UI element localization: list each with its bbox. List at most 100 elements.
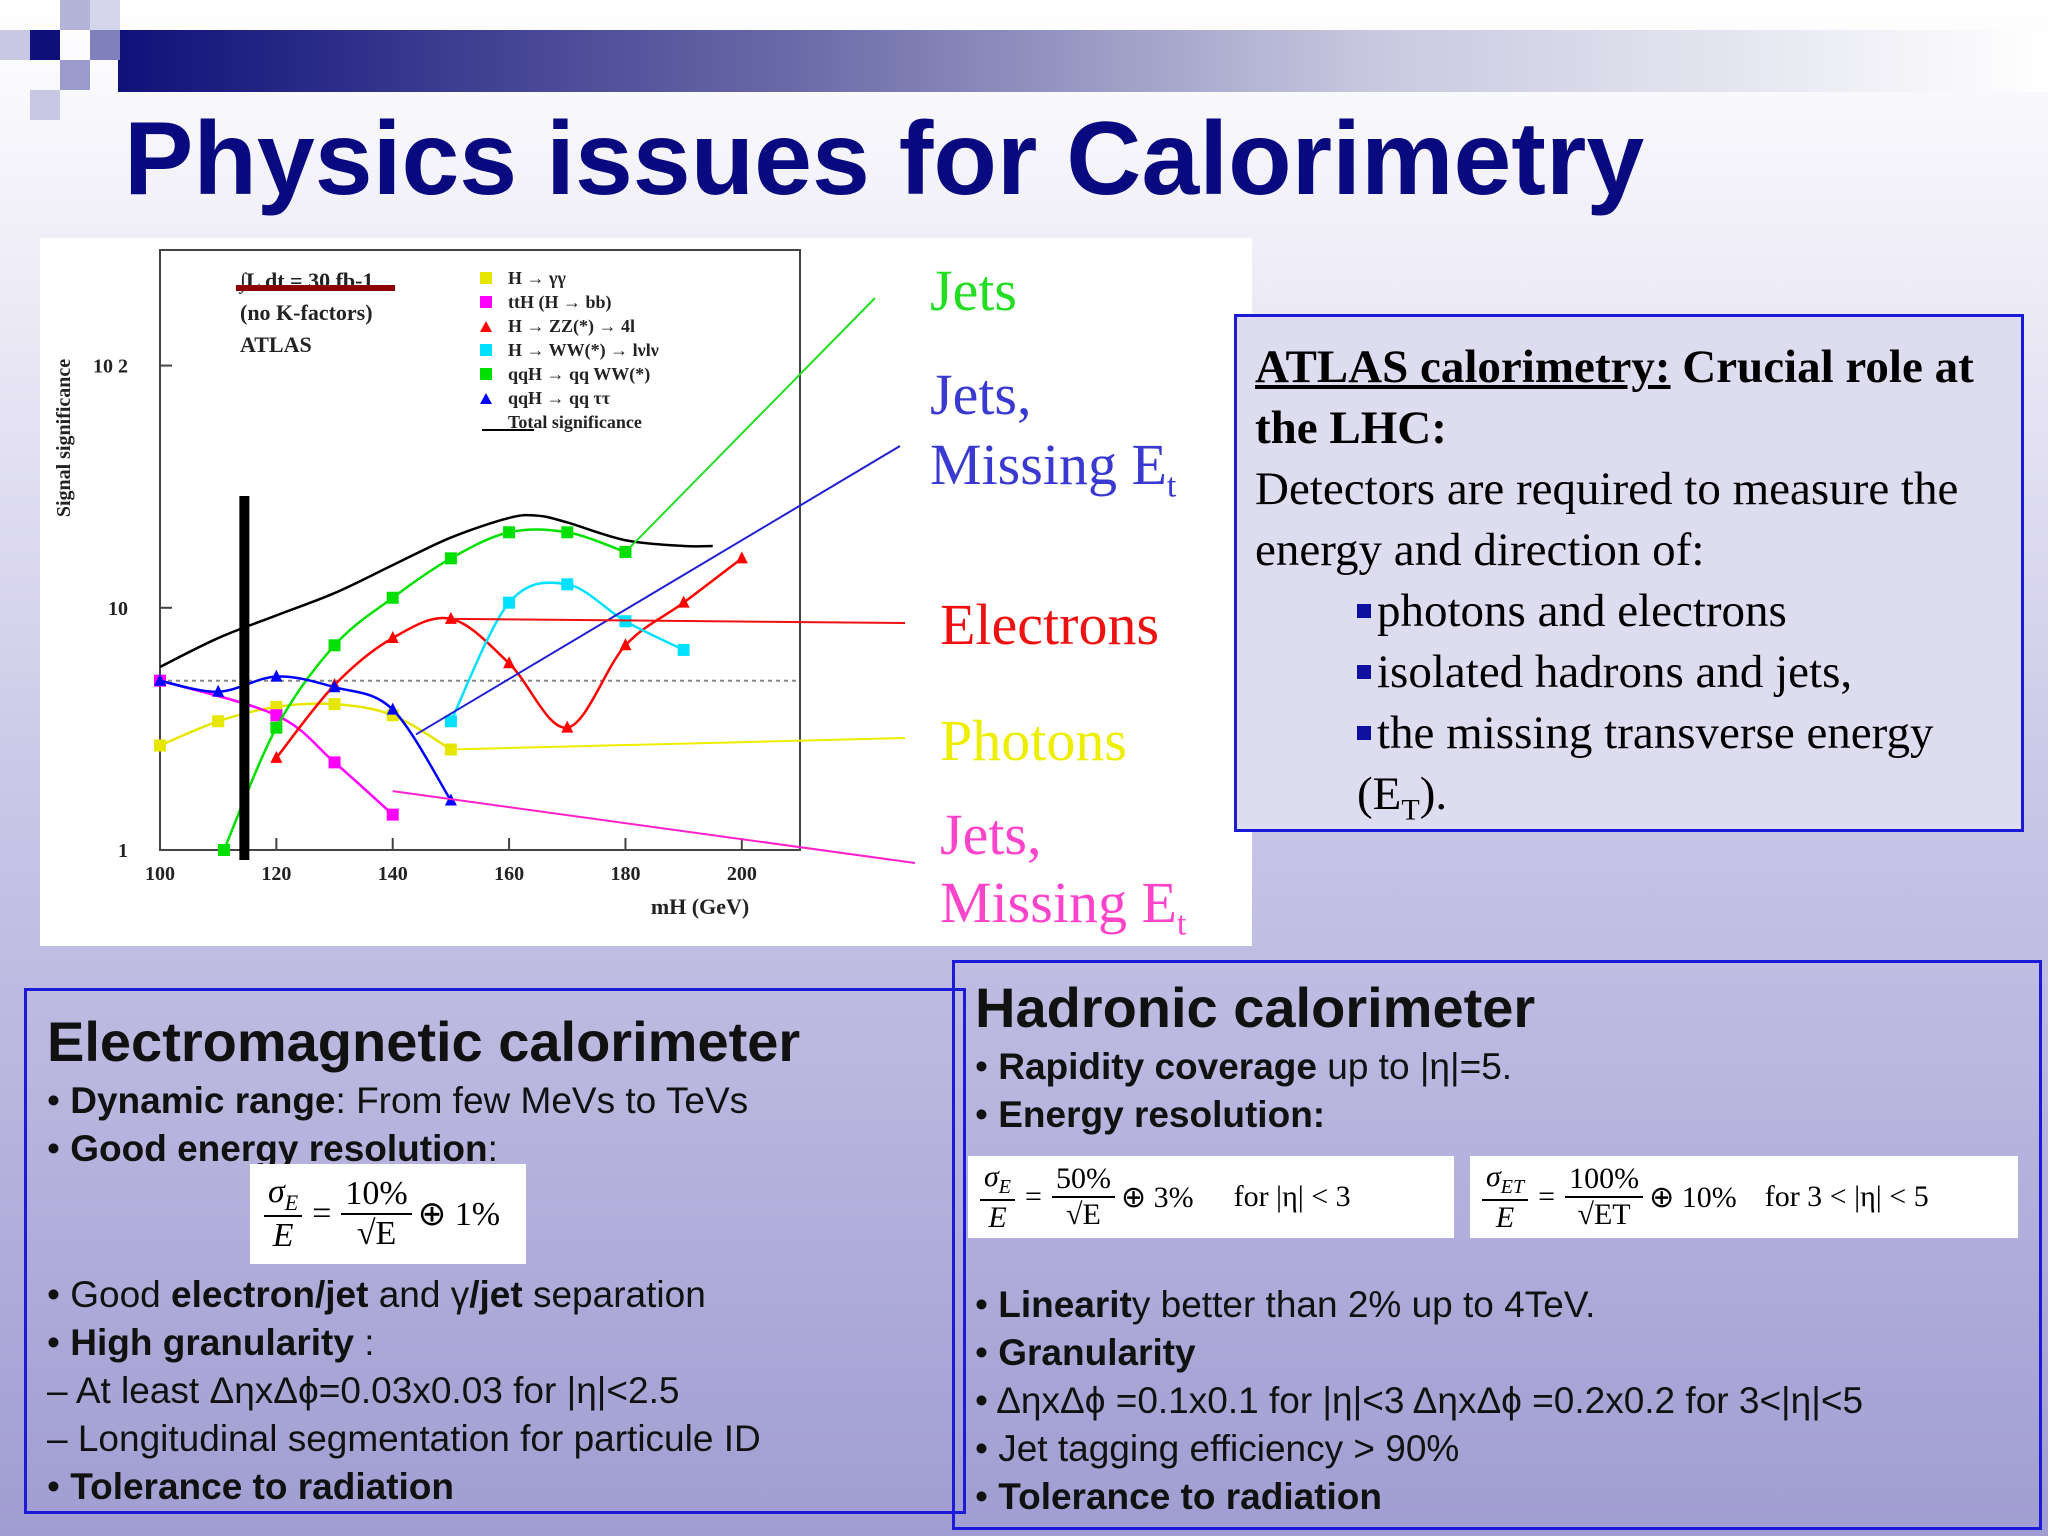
formula-cond: for 3 < |η| < 5 <box>1764 1180 1929 1213</box>
pointer-line <box>415 445 901 736</box>
formula-fraction: 50% √E <box>1051 1162 1115 1232</box>
x-tick-label: 180 <box>610 863 640 885</box>
had-bold: Rapidity coverage <box>998 1046 1317 1087</box>
missing-et-text: Missing E <box>930 432 1167 497</box>
data-point <box>218 844 230 856</box>
had-bullet: • Jet tagging efficiency > 90% <box>975 1428 1460 1469</box>
atlas-bullet: isolated hadrons and jets, <box>1255 642 2003 703</box>
data-point <box>444 743 457 756</box>
em-bold: Good energy resolution <box>70 1128 488 1169</box>
data-point <box>270 750 283 763</box>
formula-sigma: σ <box>984 1159 999 1193</box>
series-line <box>449 581 685 722</box>
atlas-heading-underlined: ATLAS calorimetry: <box>1255 341 1671 393</box>
formula-num: 10% <box>341 1175 412 1215</box>
data-point <box>561 526 574 539</box>
em-bold: Dynamic range <box>70 1080 336 1121</box>
formula-den: √E <box>1066 1198 1101 1231</box>
formula-fraction: 10% √E <box>341 1175 412 1253</box>
atlas-bullet-text: the missing transverse energy <box>1377 707 1934 759</box>
legend-label: H → WW(*) → lνlν <box>508 340 659 361</box>
plot-frame <box>159 249 801 851</box>
data-point <box>328 756 341 769</box>
data-point <box>386 631 399 644</box>
data-point <box>270 669 283 682</box>
formula-den: √E <box>356 1215 397 1252</box>
x-tick-label: 120 <box>261 863 291 885</box>
formula-fraction: σE E <box>264 1172 303 1256</box>
corner-square <box>0 30 30 60</box>
data-point <box>561 578 574 591</box>
formula-sigma: σ <box>1486 1159 1501 1193</box>
atlas-bullet-text: photons and electrons <box>1377 585 1787 637</box>
em-bold: /jet <box>469 1274 523 1315</box>
data-point <box>386 702 399 715</box>
had-text: Jet tagging efficiency > 90% <box>998 1428 1460 1469</box>
data-point <box>328 639 341 652</box>
had-bold: Granularity <box>998 1332 1196 1373</box>
corner-square <box>30 30 60 60</box>
pointer-line <box>392 790 916 864</box>
chart-annotation: ATLAS <box>240 332 312 357</box>
em-resolution-formula: σE E = 10% √E ⊕ 1% <box>250 1164 526 1264</box>
y-axis-label: Signal significance <box>53 359 75 517</box>
legend-swatch <box>480 321 492 332</box>
had-bullet: • Energy resolution: <box>975 1094 1326 1135</box>
data-point <box>328 680 341 693</box>
data-point <box>386 808 399 821</box>
pointer-line <box>624 297 876 553</box>
atlas-heading-rest: Crucial role at the LHC: <box>1255 341 1974 454</box>
data-point <box>154 673 166 686</box>
em-bold: electron/jet <box>171 1274 369 1315</box>
had-heading: Hadronic calorimeter <box>975 976 1536 1039</box>
formula-den: E <box>988 1200 1007 1234</box>
had-bullet: • ΔηxΔϕ =0.1x0.1 for |η|<3 ΔηxΔϕ =0.2x0.… <box>975 1380 1864 1421</box>
formula-num: 100% <box>1565 1162 1644 1198</box>
data-point <box>561 720 574 733</box>
corner-square <box>60 0 90 30</box>
label-jets: Jets <box>930 258 1017 323</box>
formula-tail: ⊕ 1% <box>417 1196 501 1233</box>
header-gradient-bar <box>118 30 2048 92</box>
em-bullet: • Good energy resolution: <box>47 1128 498 1169</box>
corner-square <box>60 60 90 90</box>
legend-swatch <box>480 393 492 404</box>
hadronic-calorimeter-box: Hadronic calorimeter • Rapidity coverage… <box>952 960 2042 1530</box>
legend-swatch <box>480 368 492 380</box>
had-bullet: • Rapidity coverage up to |η|=5. <box>975 1046 1513 1087</box>
label-jets-met-2: Jets, <box>940 802 1042 867</box>
em-text: separation <box>522 1274 706 1315</box>
formula-tail: ⊕ 3% <box>1120 1180 1194 1214</box>
legend-swatch <box>480 344 492 356</box>
legend-label: qqH → qq ττ <box>508 388 611 408</box>
data-point <box>444 552 457 565</box>
data-point <box>735 551 748 564</box>
series-line <box>159 679 394 816</box>
had-text: ΔηxΔϕ =0.1x0.1 for |η|<3 ΔηxΔϕ =0.2x0.2 … <box>996 1380 1864 1421</box>
corner-square <box>90 30 120 60</box>
data-point <box>503 526 516 539</box>
formula-fraction: σET E <box>1482 1159 1529 1235</box>
em-calorimeter-box: Electromagnetic calorimeter • Dynamic ra… <box>24 988 966 1514</box>
square-bullet-icon <box>1357 726 1371 740</box>
atlas-heading: ATLAS calorimetry: Crucial role at the L… <box>1255 337 2003 459</box>
em-bullet: • High granularity : <box>47 1322 375 1363</box>
legend-label: H → γγ <box>508 268 566 288</box>
em-text: and γ <box>368 1274 470 1315</box>
had-text: y better than 2% up to 4TeV. <box>1131 1284 1596 1325</box>
formula-cond: for |η| < 3 <box>1233 1180 1351 1213</box>
formula-sigma: σ <box>268 1172 285 1210</box>
y-tick-label: 1 <box>118 840 128 862</box>
em-subitem: – Longitudinal segmentation for particul… <box>47 1418 761 1459</box>
x-tick-label: 200 <box>727 863 757 885</box>
data-point <box>444 611 457 624</box>
em-subitem: – At least ΔηxΔϕ=0.03x0.03 for |η|<2.5 <box>47 1370 680 1411</box>
slide-title: Physics issues for Calorimetry <box>124 101 1645 217</box>
et-close: ). <box>1419 768 1448 820</box>
formula-sub: E <box>998 1175 1012 1198</box>
em-text: : <box>353 1322 375 1363</box>
series-line <box>159 513 713 669</box>
atlas-intro: Detectors are required to measure the en… <box>1255 463 1959 576</box>
x-tick-label: 100 <box>145 863 175 885</box>
label-missing-et-2: Missing Et <box>940 874 1186 942</box>
